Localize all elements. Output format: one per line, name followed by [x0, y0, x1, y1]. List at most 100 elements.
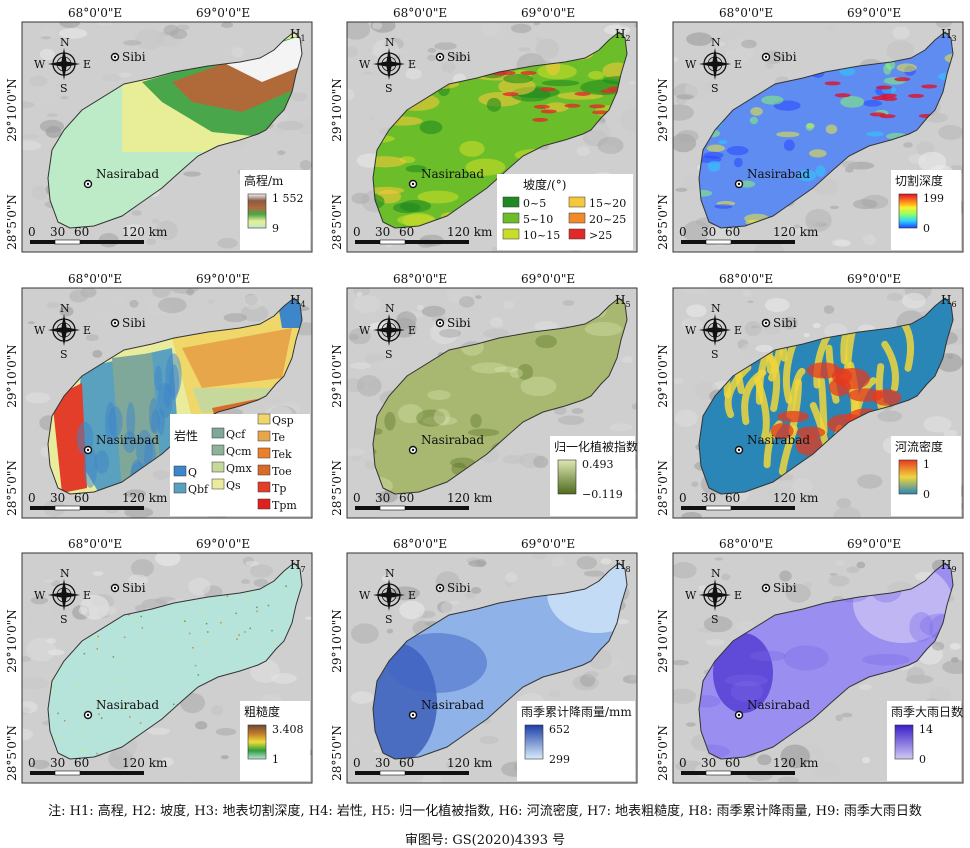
terrain-texture — [624, 636, 637, 650]
map-panel-h8: N S E W Sibi Nasirabad 0 30 60 120 km 雨季累计降雨量/mm 65… — [330, 537, 638, 784]
terrain-texture — [535, 38, 560, 60]
terrain-texture — [445, 761, 458, 769]
terrain-texture — [823, 305, 835, 314]
terrain-texture — [600, 558, 612, 565]
terrain-texture — [372, 22, 383, 30]
map-panel-h2: N S E W Sibi Nasirabad 0 30 60 120 km 坡度/(°) 0~5 5~1… — [330, 6, 638, 253]
terrain-texture — [846, 566, 860, 574]
terrain-texture — [804, 581, 813, 589]
terrain-texture — [39, 85, 56, 100]
terrain-texture — [777, 776, 800, 783]
region-boundary — [698, 31, 954, 229]
terrain-texture — [25, 392, 51, 404]
terrain-texture — [915, 141, 935, 156]
terrain-texture — [886, 40, 915, 62]
scale-label-120: 120 km — [122, 225, 168, 239]
legend-swatch — [211, 478, 225, 490]
terrain-texture — [803, 333, 810, 338]
latitude-label-29-10: 29°10'0"N — [5, 78, 19, 142]
map-frame — [672, 287, 964, 519]
city-marker-dot — [86, 448, 90, 452]
scale-label-30: 30 — [375, 225, 390, 239]
terrain-texture — [674, 409, 698, 427]
terrain-texture — [26, 614, 40, 623]
city-marker-dot — [411, 448, 415, 452]
terrain-texture — [386, 628, 394, 634]
scale-label-120: 120 km — [447, 491, 493, 505]
terrain-texture — [714, 41, 726, 47]
terrain-texture — [938, 124, 963, 140]
scale-label-30: 30 — [50, 491, 65, 505]
terrain-texture — [118, 72, 132, 78]
compass-west: W — [359, 58, 371, 71]
city-label-nasirabad: Nasirabad — [747, 167, 810, 181]
scale-label-0: 0 — [679, 225, 687, 239]
legend-ramp — [557, 459, 577, 495]
terrain-texture — [377, 490, 398, 503]
terrain-texture — [243, 294, 263, 310]
terrain-texture — [475, 295, 482, 299]
terrain-texture — [348, 328, 371, 345]
terrain-texture — [576, 556, 597, 570]
legend: 雨季大雨日数 14 0 — [887, 701, 963, 781]
map-frame — [672, 21, 964, 253]
scale-label-120: 120 km — [447, 225, 493, 239]
map-area: N S E W Sibi Nasirabad 0 30 60 120 km 粗糙度 3.408 1 — [22, 553, 312, 783]
terrain-texture — [681, 318, 703, 331]
scale-label-120: 120 km — [447, 756, 493, 770]
legend-min: 1 — [272, 753, 279, 766]
scale-label-60: 60 — [725, 756, 740, 770]
legend-min: −0.119 — [582, 488, 623, 501]
terrain-texture — [681, 512, 702, 518]
terrain-texture — [491, 246, 498, 252]
latitude-label-28-5: 28°5'0"N — [656, 194, 670, 250]
city-label-nasirabad: Nasirabad — [421, 167, 484, 181]
panel-id-subscript: 8 — [625, 565, 630, 574]
terrain-texture — [779, 570, 792, 582]
panel-id-subscript: 2 — [625, 34, 630, 43]
map-area: N S E W Sibi Nasirabad 0 30 60 120 km 坡度/(°) 0~5 5~1… — [347, 22, 637, 252]
terrain-texture — [95, 22, 113, 27]
map-area: N S E W Sibi Nasirabad 0 30 60 120 km 归一化植被指数 0.493… — [347, 288, 637, 518]
terrain-texture — [253, 578, 269, 588]
legend: 高程/m 1 552 9 — [240, 170, 310, 250]
legend-item-label: Qbf — [188, 483, 209, 496]
terrain-texture — [767, 488, 783, 500]
terrain-texture — [276, 120, 304, 131]
legend-swatch — [257, 430, 271, 442]
compass-south: S — [385, 613, 393, 626]
compass-west: W — [359, 324, 371, 337]
scale-label-30: 30 — [701, 756, 716, 770]
scale-label-0: 0 — [353, 756, 361, 770]
legend-ramp — [894, 724, 914, 760]
map-frame — [21, 552, 313, 784]
legend: 河流密度 1 0 — [891, 436, 961, 516]
terrain-texture — [510, 23, 532, 34]
terrain-texture — [918, 151, 947, 173]
terrain-texture — [145, 238, 157, 246]
terrain-texture — [368, 115, 375, 121]
terrain-texture — [217, 238, 238, 249]
latitude-label-29-10: 29°10'0"N — [656, 609, 670, 673]
terrain-texture — [906, 666, 925, 683]
terrain-texture — [518, 47, 531, 52]
map-frame — [21, 287, 313, 519]
terrain-texture — [901, 292, 926, 309]
legend-swatch — [257, 498, 271, 510]
terrain-texture — [628, 81, 636, 85]
city-marker-dot — [764, 586, 768, 590]
terrain-texture — [40, 36, 52, 40]
terrain-texture — [22, 101, 35, 109]
legend: 岩性 Q Qbf Qcf Qcm Qmx Qs Qsp Te Tek Toe Tp Tpm — [170, 413, 310, 516]
terrain-texture — [458, 42, 479, 54]
terrain-texture — [703, 616, 733, 633]
legend-swatch — [568, 196, 586, 208]
terrain-texture — [373, 750, 381, 753]
legend-max: 199 — [923, 192, 944, 205]
terrain-texture — [558, 415, 585, 425]
city-marker-dot — [86, 713, 90, 717]
compass-south: S — [60, 348, 68, 361]
terrain-texture — [211, 705, 224, 716]
terrain-texture — [130, 559, 155, 578]
scale-label-0: 0 — [353, 491, 361, 505]
